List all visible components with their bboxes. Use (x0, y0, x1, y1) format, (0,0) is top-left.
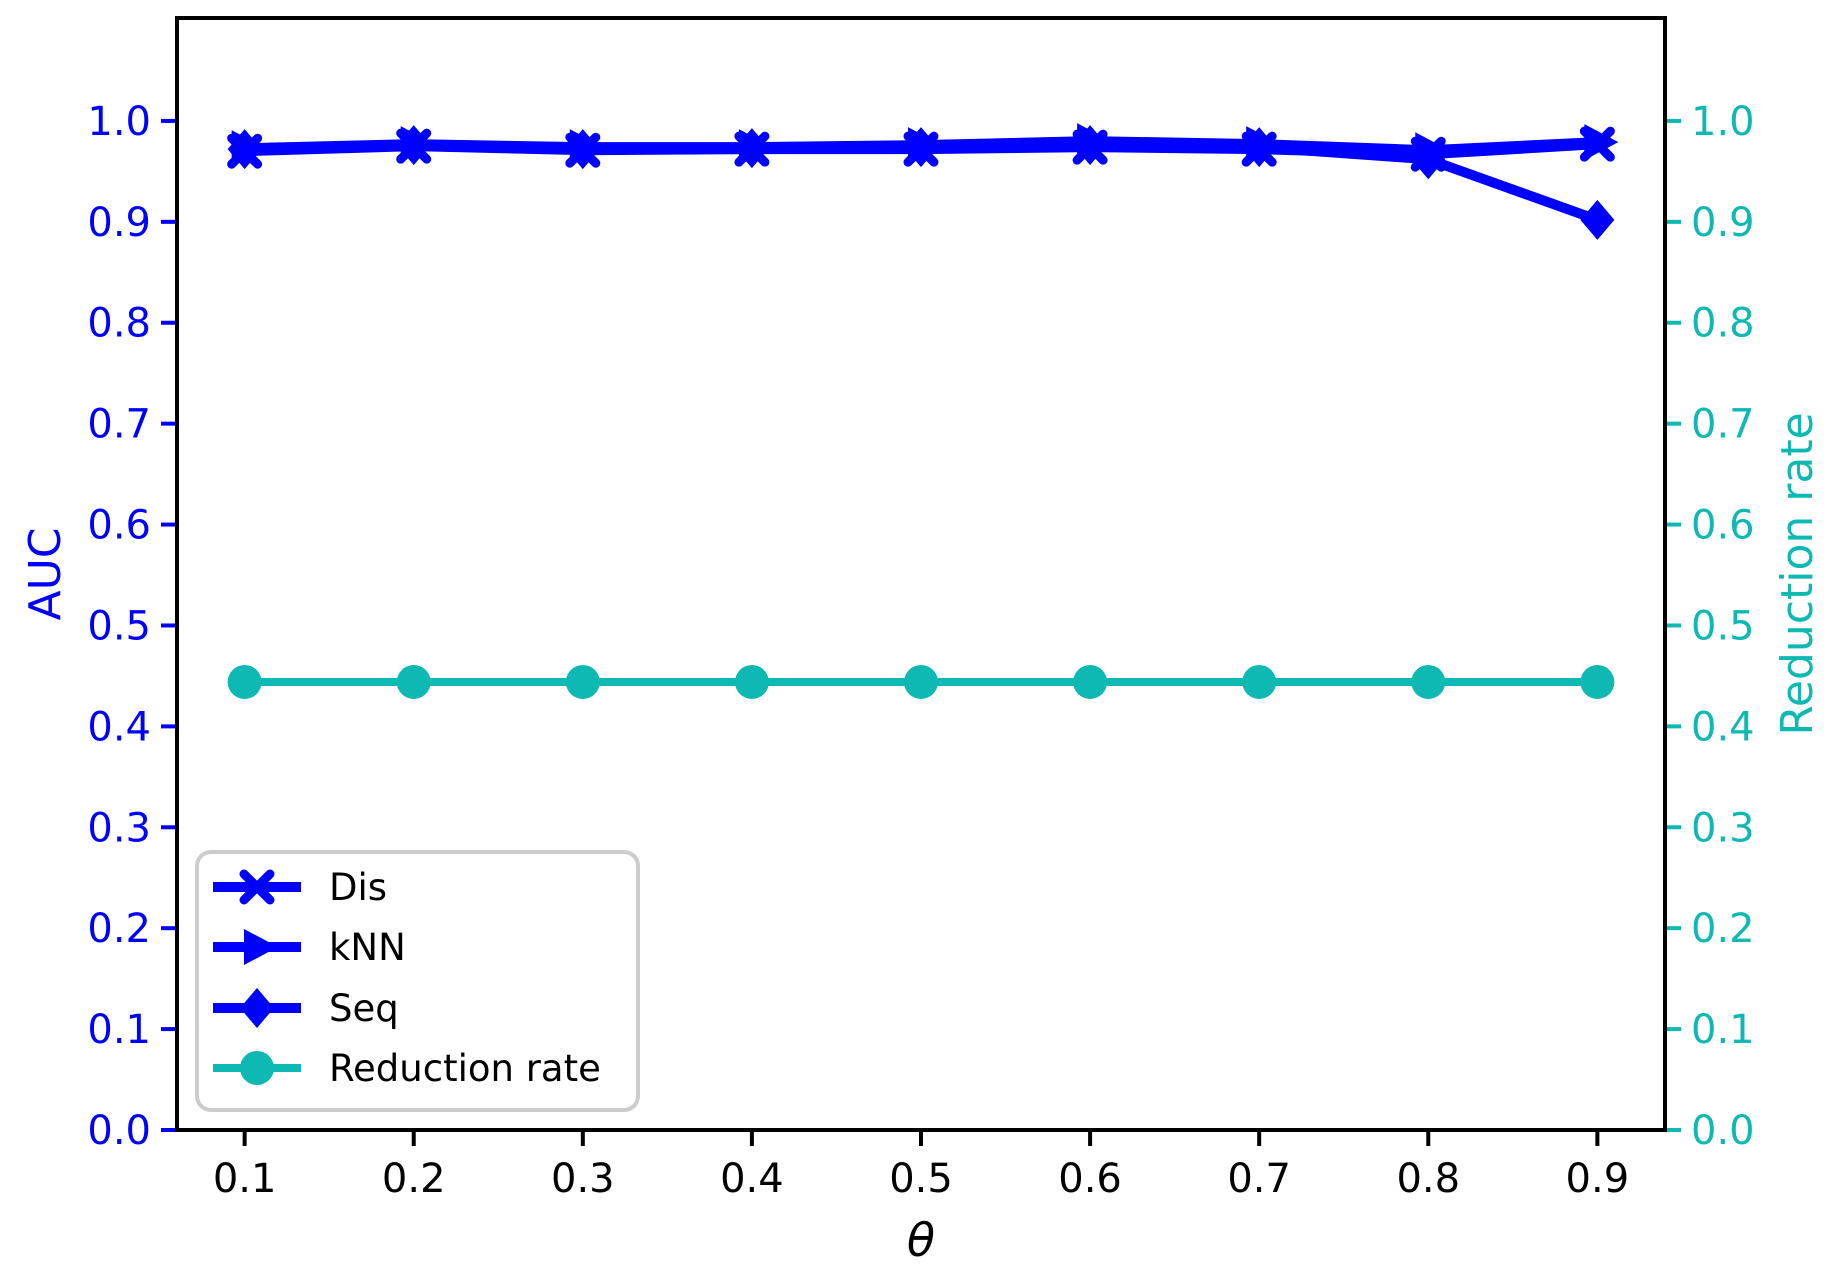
y-axis-left-tick-label: 0.6 (87, 503, 151, 549)
marker-diamond (1411, 139, 1446, 180)
legend-item-seq: Seq (213, 987, 399, 1030)
y-axis-right-tick-label: 0.4 (1691, 704, 1755, 750)
marker-diamond (227, 129, 262, 170)
legend-label: Dis (329, 866, 387, 909)
marker-diamond (396, 125, 431, 166)
y-axis-right-tick-label: 0.1 (1691, 1007, 1755, 1053)
x-axis-tick-label: 0.5 (889, 1156, 953, 1202)
marker-circle (904, 664, 938, 699)
y-axis-right-tick-label: 0.6 (1691, 503, 1755, 549)
y-axis-left-tick-label: 0.9 (87, 200, 151, 246)
y-axis-left-title: AUC (20, 527, 71, 620)
series-seq (227, 125, 1615, 240)
y-axis-left-tick-label: 0.4 (87, 704, 151, 750)
x-axis-title: θ (907, 1213, 935, 1267)
y-axis-right-tick-label: 0.7 (1691, 402, 1755, 448)
y-axis-left-tick-label: 1.0 (87, 99, 151, 145)
legend-label: Seq (329, 987, 399, 1030)
legend-label: Reduction rate (329, 1047, 601, 1090)
y-axis-right-tick-label: 0.0 (1691, 1108, 1755, 1154)
y-axis-left-tick-label: 0.7 (87, 402, 151, 448)
legend-frame (195, 850, 640, 1112)
y-axis-right-tick-label: 1.0 (1691, 99, 1755, 145)
marker-x (239, 869, 275, 905)
marker-diamond (240, 988, 274, 1028)
x-axis-tick-label: 0.2 (382, 1156, 446, 1202)
marker-diamond (1073, 125, 1108, 166)
x-axis-tick-label: 0.4 (720, 1156, 784, 1202)
marker-circle (1411, 664, 1446, 699)
legend: Dis kNN Seq Reduction rate (195, 850, 640, 1112)
y-axis-right-title: Reduction rate (1772, 412, 1823, 735)
y-axis-right-tick-label: 0.9 (1691, 200, 1755, 246)
legend-item-reduction-rate: Reduction rate (213, 1047, 601, 1090)
legend-item-knn: kNN (213, 926, 406, 969)
marker-circle (1242, 664, 1277, 699)
y-axis-right-tick-label: 0.3 (1691, 805, 1755, 851)
marker-circle (396, 664, 431, 699)
x-axis-tick-label: 0.3 (551, 1156, 615, 1202)
marker-triangle-right (244, 929, 278, 965)
y-axis-left-tick-label: 0.3 (87, 805, 151, 851)
x-axis-tick-label: 0.8 (1396, 1156, 1460, 1202)
marker-circle (1580, 664, 1615, 699)
marker-circle (734, 664, 769, 699)
marker-circle (1073, 664, 1108, 699)
y-axis-left-tick-label: 0.2 (87, 906, 151, 952)
marker-diamond (734, 128, 769, 169)
x-axis-tick-label: 0.9 (1566, 1156, 1630, 1202)
y-axis-left-tick-label: 0.1 (87, 1007, 151, 1053)
legend-item-dis: Dis (213, 866, 387, 909)
series-reduction-rate (227, 664, 1615, 699)
marker-diamond (1580, 199, 1615, 240)
y-axis-right-tick-label: 0.8 (1691, 301, 1755, 347)
marker-diamond (565, 129, 600, 170)
marker-circle (565, 664, 600, 699)
marker-circle (240, 1051, 274, 1085)
marker-diamond (1242, 127, 1277, 168)
marker-diamond (904, 127, 938, 168)
x-axis-tick-label: 0.7 (1227, 1156, 1291, 1202)
y-axis-left-tick-label: 0.5 (87, 603, 151, 649)
y-axis-right-tick-label: 0.2 (1691, 906, 1755, 952)
x-axis-tick-label: 0.6 (1058, 1156, 1122, 1202)
x-axis-tick-label: 0.1 (213, 1156, 277, 1202)
y-axis-left-tick-label: 0.8 (87, 301, 151, 347)
plot-area-frame (175, 16, 1667, 1132)
legend-label: kNN (329, 926, 406, 969)
marker-circle (227, 664, 262, 699)
y-axis-right-tick-label: 0.5 (1691, 603, 1755, 649)
y-axis-left-tick-label: 0.0 (87, 1108, 151, 1154)
marker-triangle-right (1584, 124, 1619, 161)
